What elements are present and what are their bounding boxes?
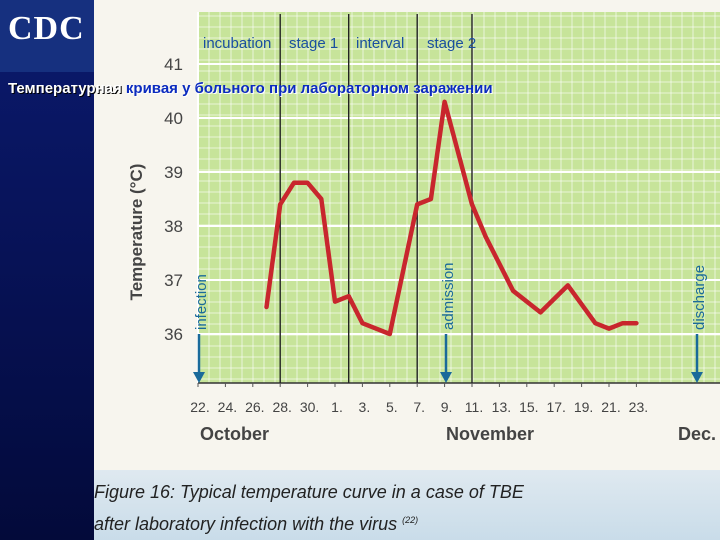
month-label: October <box>200 424 269 444</box>
caption-line-2: after laboratory infection with the viru… <box>94 514 398 534</box>
x-tick-label: 5. <box>386 399 398 415</box>
temperature-data-point <box>388 332 391 336</box>
temperature-data-point <box>333 300 337 303</box>
y-tick-label: 41 <box>164 55 183 74</box>
temperature-data-point <box>635 322 638 325</box>
slide-title-part2: кривая у больного при лабораторном зараж… <box>121 80 493 97</box>
x-tick-label: 28. <box>272 399 291 415</box>
y-tick-label: 36 <box>164 325 183 344</box>
x-tick-label: 9. <box>441 399 453 415</box>
y-tick-label: 37 <box>164 271 183 290</box>
event-marker-label: discharge <box>691 265 708 330</box>
x-tick-label: 26. <box>245 399 264 415</box>
caption-band <box>94 470 720 540</box>
event-marker-label: admission <box>440 262 457 330</box>
month-label: November <box>446 424 534 444</box>
x-tick-label: 24. <box>218 399 237 415</box>
event-marker-arrow <box>440 372 452 383</box>
sidebar: CDC <box>0 0 94 540</box>
temperature-data-point <box>607 327 611 330</box>
x-tick-label: 3. <box>359 399 371 415</box>
temperature-data-point <box>470 203 474 206</box>
temperature-data-point <box>511 289 515 292</box>
stage-label: stage 1 <box>289 35 338 52</box>
caption-reference: (22) <box>402 515 419 525</box>
temperature-data-point <box>265 305 268 309</box>
x-tick-label: 13. <box>492 399 511 415</box>
y-tick-label: 40 <box>164 109 183 128</box>
temperature-chart: incubation stage 1 interval stage 2 36 37 38 39… <box>127 12 720 444</box>
stage-label: incubation <box>203 35 271 52</box>
x-tick-label: 1. <box>331 399 343 415</box>
plot-area <box>198 12 720 383</box>
temperature-data-point <box>416 203 419 206</box>
y-tick-label: 38 <box>164 217 183 236</box>
temperature-data-point <box>539 311 542 314</box>
temperature-data-point <box>429 197 433 201</box>
temperature-data-point <box>361 322 364 325</box>
temperature-data-point <box>347 295 350 298</box>
x-tick-label: 21. <box>601 399 620 415</box>
cdc-logo: CDC <box>0 0 94 72</box>
temperature-data-point <box>484 235 487 238</box>
temperature-data-point <box>306 181 309 184</box>
x-tick-label: 15. <box>519 399 538 415</box>
temperature-data-point <box>320 197 323 201</box>
caption-line-1: Figure 16: Typical temperature curve in … <box>94 482 524 502</box>
temperature-data-point <box>566 284 570 287</box>
temperature-data-point <box>292 181 296 184</box>
event-marker-arrow <box>691 372 703 383</box>
figure-caption: Figure 16: Typical temperature curve in … <box>94 478 524 538</box>
x-tick-label: 23. <box>629 399 648 415</box>
event-marker-arrow <box>193 372 205 383</box>
x-tick-label: 19. <box>574 399 593 415</box>
x-tick-label: 7. <box>413 399 425 415</box>
temperature-data-point <box>621 322 624 325</box>
temperature-data-point <box>594 322 597 325</box>
temperature-data-point <box>279 203 282 206</box>
y-axis-label: Temperature (°C) <box>127 164 146 301</box>
event-marker-label: infection <box>193 274 210 330</box>
slide-title-part1: Температурная <box>8 80 122 97</box>
stage-label: stage 2 <box>427 35 476 52</box>
x-tick-label: 11. <box>465 399 483 415</box>
y-tick-label: 39 <box>164 163 183 182</box>
logo-text: CDC <box>8 10 85 47</box>
slide-title: Температурная кривая у больного при лабо… <box>8 80 493 97</box>
temperature-data-point <box>443 100 446 104</box>
x-tick-label: 22. <box>190 399 209 415</box>
stage-label: interval <box>356 35 404 52</box>
month-label: Dec. <box>678 424 716 444</box>
x-tick-label: 17. <box>546 399 565 415</box>
x-tick-label: 30. <box>300 399 319 415</box>
